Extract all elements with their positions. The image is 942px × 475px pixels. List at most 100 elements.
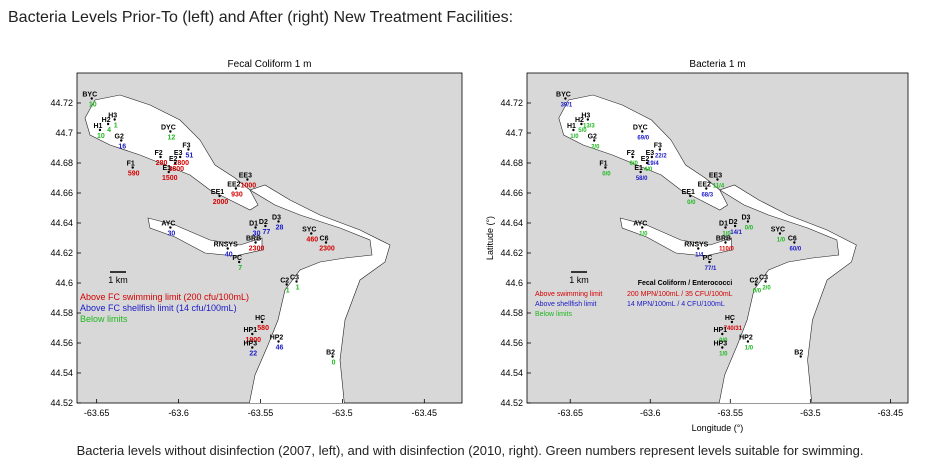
station-marker xyxy=(113,118,116,121)
station-name: F3 xyxy=(182,143,190,150)
station-name: BYC xyxy=(556,92,571,99)
station-name: E3 xyxy=(646,150,655,157)
station-value: 13/3 xyxy=(583,124,595,130)
station-name: B2 xyxy=(326,350,335,357)
station-name: E2 xyxy=(641,156,650,163)
station-name: G2 xyxy=(115,134,124,141)
station-value: 40 xyxy=(225,252,233,259)
station-marker xyxy=(310,232,313,235)
station-marker xyxy=(716,178,719,181)
station-marker xyxy=(167,170,170,174)
station-name: H3 xyxy=(108,113,117,120)
station-marker xyxy=(251,332,254,336)
legend-detail: 200 MPN/100mL / 35 CFU/100mL xyxy=(627,291,733,298)
legend-entry: Above FC shellfish limit (14 cfu/100mL) xyxy=(80,303,237,313)
legend-entry: Above swimming limit xyxy=(535,291,602,298)
station-name: AYC xyxy=(633,221,647,228)
station-name: DYC xyxy=(633,125,648,132)
station-name: E3 xyxy=(174,150,183,157)
station-value: 2800 xyxy=(173,160,189,167)
y-tick-label: 44.54 xyxy=(500,368,523,378)
station-marker xyxy=(631,155,634,159)
station-marker xyxy=(650,155,654,159)
station-name: E2 xyxy=(169,156,178,163)
station-value: 16 xyxy=(118,144,126,151)
station-marker xyxy=(237,260,241,264)
station-value: 60/0 xyxy=(789,247,801,253)
station-marker xyxy=(586,118,590,121)
station-marker xyxy=(260,320,264,324)
y-axis-label: Latitude (°) xyxy=(485,216,495,260)
station-name: G2 xyxy=(588,134,597,141)
station-value: 0/0 xyxy=(745,226,754,232)
y-tick-label: 44.56 xyxy=(500,338,523,348)
x-tick-label: -63.55 xyxy=(718,408,744,418)
station-name: H3 xyxy=(581,113,590,120)
station-value: 1/0 xyxy=(777,238,786,244)
station-marker xyxy=(639,170,642,174)
station-value: 1/0 xyxy=(745,346,754,352)
x-tick-label: -63.5 xyxy=(800,408,821,418)
x-tick-label: -63.5 xyxy=(332,408,353,418)
station-value: 1 xyxy=(286,288,290,295)
station-value: 0/0 xyxy=(629,161,638,167)
station-marker xyxy=(277,340,280,343)
station-name: F3 xyxy=(654,143,662,150)
station-value: 1/4 xyxy=(695,253,704,259)
station-name: EE1 xyxy=(211,189,224,196)
legend-entry: Above shellfish limit xyxy=(535,301,597,308)
station-marker xyxy=(641,226,644,229)
station-marker xyxy=(254,226,257,229)
station-marker xyxy=(580,122,583,126)
station-value: 0 xyxy=(332,360,336,367)
y-tick-label: 44.6 xyxy=(55,278,73,288)
station-name: HC xyxy=(725,315,735,322)
station-value: 22 xyxy=(249,351,257,358)
station-marker xyxy=(708,260,711,264)
station-marker xyxy=(98,128,102,132)
station-name: EE1 xyxy=(682,189,695,196)
station-name: HP2 xyxy=(739,335,753,342)
y-tick-label: 44.66 xyxy=(500,188,523,198)
y-tick-label: 44.7 xyxy=(55,128,73,138)
station-name: D2 xyxy=(729,219,738,226)
station-name: C2 xyxy=(749,278,758,285)
station-marker xyxy=(746,220,750,223)
station-marker xyxy=(131,166,134,169)
station-value: 22/2 xyxy=(655,154,667,160)
station-name: D1 xyxy=(249,221,258,228)
station-value: 1000 xyxy=(241,183,257,190)
station-marker xyxy=(106,122,110,126)
station-value: 4/0 xyxy=(644,167,653,173)
station-name: HP1 xyxy=(713,327,727,334)
station-name: RNSYS xyxy=(684,242,708,249)
station-name: AYC xyxy=(161,221,175,228)
station-marker xyxy=(564,97,567,100)
station-marker xyxy=(187,148,190,151)
station-marker xyxy=(746,340,750,343)
station-name: D3 xyxy=(741,215,750,222)
station-value: 51 xyxy=(186,153,194,160)
station-name: EE2 xyxy=(698,182,711,189)
station-name: C3 xyxy=(290,275,299,282)
station-value: 2/0 xyxy=(762,286,771,292)
station-name: E1 xyxy=(162,165,171,172)
station-value: 58/0 xyxy=(636,176,648,182)
station-value: 5/0 xyxy=(578,128,587,134)
station-marker xyxy=(120,139,123,142)
map-title: Fecal Coliform 1 m xyxy=(228,59,312,70)
station-marker xyxy=(234,187,238,190)
station-name: HP3 xyxy=(243,341,257,348)
station-marker xyxy=(246,178,249,181)
legend-entry: Below limits xyxy=(80,314,128,324)
station-name: D3 xyxy=(272,215,281,222)
legend-entry: Above FC swimming limit (200 cfu/100mL) xyxy=(80,292,249,302)
station-name: HP3 xyxy=(713,341,727,348)
x-tick-label: -63.6 xyxy=(168,408,189,418)
y-tick-label: 44.64 xyxy=(500,218,523,228)
station-name: PC xyxy=(232,255,242,262)
x-tick-label: -63.55 xyxy=(248,408,274,418)
station-value: 0/0 xyxy=(753,289,762,295)
x-tick-label: -63.65 xyxy=(557,408,583,418)
